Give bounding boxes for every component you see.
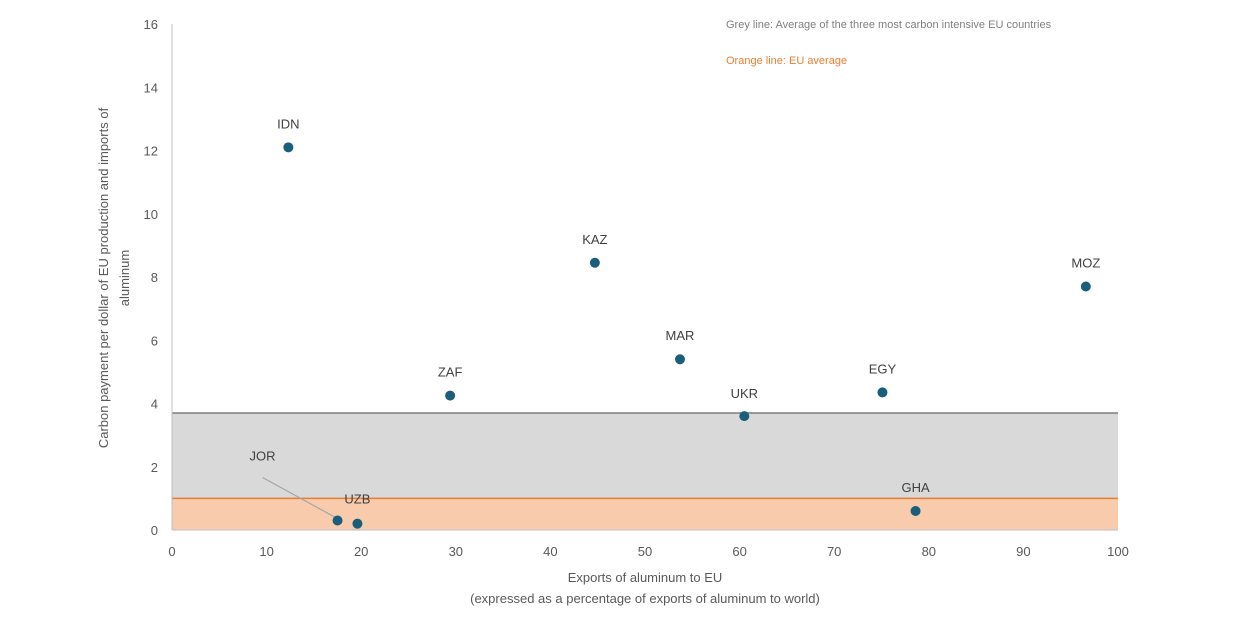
y-tick-label: 10 [144,207,158,222]
point-label-egy: EGY [869,361,897,376]
x-tick-label: 10 [259,544,273,559]
y-tick-label: 4 [151,397,158,412]
orange-band [172,498,1118,530]
x-tick-label: 20 [354,544,368,559]
y-tick-label: 6 [151,333,158,348]
point-jor [332,515,343,526]
y-tick-label: 14 [144,80,158,95]
y-axis-title-line1: Carbon payment per dollar of EU producti… [96,107,111,448]
point-uzb [352,518,363,529]
point-label-idn: IDN [277,116,299,131]
grey-line-note: Grey line: Average of the three most car… [726,19,1052,31]
x-tick-labels: 0 10 20 30 40 50 60 70 80 90 100 [168,544,1128,559]
point-label-uzb: UZB [344,492,370,507]
x-tick-label: 30 [449,544,463,559]
point-label-gha: GHA [901,480,930,495]
y-tick-label: 8 [151,270,158,285]
x-tick-label: 40 [543,544,557,559]
axes [171,24,1118,531]
reference-bands [172,412,1118,530]
x-axis-title-line2: (expressed as a percentage of exports of… [470,591,820,606]
point-label-jor: JOR [250,449,276,464]
x-axis-title-line1: Exports of aluminum to EU [568,570,723,585]
x-tick-label: 60 [732,544,746,559]
y-tick-label: 2 [151,460,158,475]
point-label-mar: MAR [666,328,695,343]
point-zaf [445,390,456,401]
x-tick-label: 70 [827,544,841,559]
x-tick-label: 100 [1107,544,1129,559]
point-label-ukr: UKR [731,386,758,401]
point-ukr [739,411,750,422]
x-tick-label: 50 [638,544,652,559]
orange-line-note: Orange line: EU average [726,55,848,67]
point-label-moz: MOZ [1071,255,1100,270]
y-tick-label: 12 [144,144,158,159]
point-label-zaf: ZAF [438,365,463,380]
jor-leader-line [262,476,336,519]
x-tick-label: 80 [922,544,936,559]
point-idn [283,142,294,153]
point-moz [1080,281,1091,292]
y-axis-title-line2: aluminum [117,250,132,306]
point-label-kaz: KAZ [582,232,607,247]
x-tick-label: 0 [168,544,175,559]
y-tick-label: 16 [144,17,158,32]
point-kaz [589,257,600,268]
data-points: IDN KAZ MOZ MAR ZAF EGY UKR GHA JOR UZB [250,116,1100,529]
y-tick-labels: 0 2 4 6 8 10 12 14 16 [144,17,158,538]
point-mar [675,354,686,365]
x-tick-label: 90 [1016,544,1030,559]
point-egy [877,387,888,398]
point-gha [910,506,921,517]
y-tick-label: 0 [151,523,158,538]
